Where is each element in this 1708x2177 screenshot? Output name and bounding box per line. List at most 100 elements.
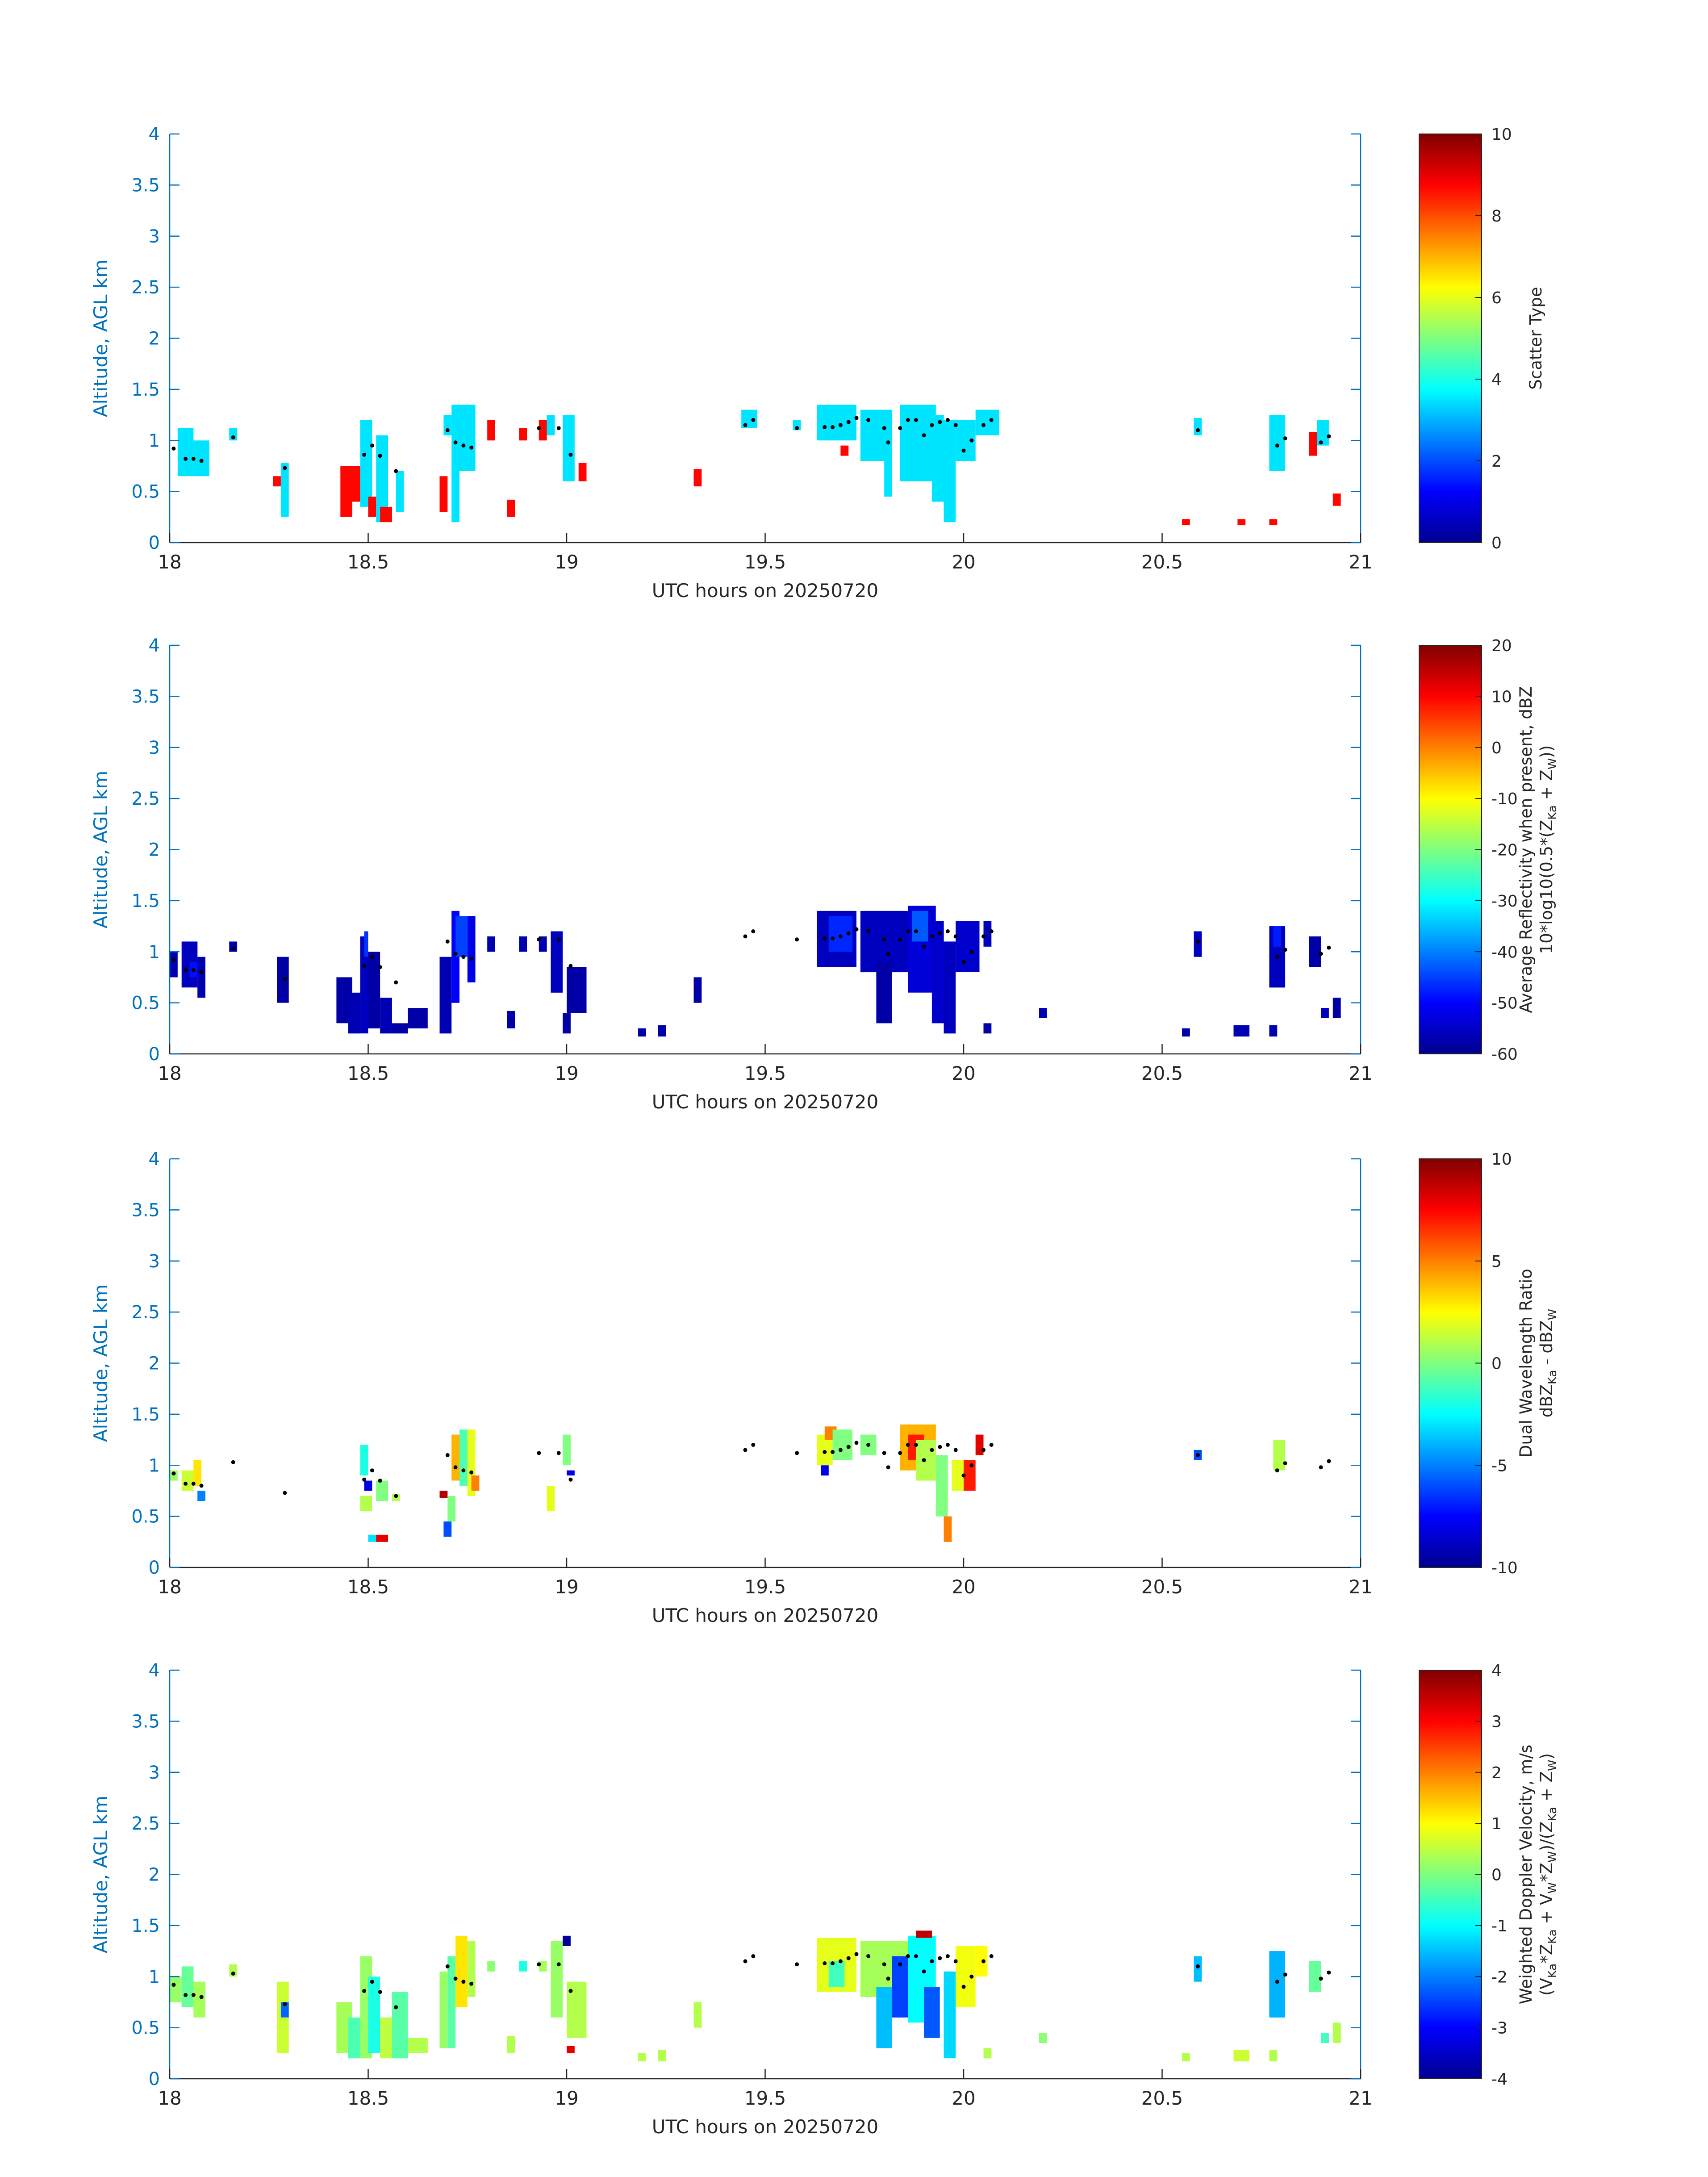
data-cell [280,463,289,517]
cloud-base-dot [922,1969,926,1974]
cloud-base-dot [445,428,450,432]
y-tick-label: 3 [149,1763,160,1783]
cloud-base-dot [1327,1970,1331,1975]
data-cell [368,1534,376,1542]
colorbar-tick-label: 0 [1491,1355,1502,1373]
data-cell [567,967,587,1013]
cloud-base-dot [568,1989,573,1993]
colorbar-gradient [1419,1158,1482,1568]
data-cell [1332,2022,1341,2043]
cloud-base-dot [930,1959,934,1964]
cloud-base-dot [199,970,204,974]
data-cell [956,921,980,972]
cloud-base-dot [831,1450,835,1454]
x-tick-label: 19.5 [744,1576,786,1598]
colorbar-tick-label: 4 [1491,371,1502,389]
cloud-base-dot [461,1468,466,1473]
y-tick-label: 2.5 [131,277,160,298]
data-cell [944,1971,956,2059]
data-cell [368,1976,380,2053]
cloud-base-dot [1283,1461,1287,1466]
cloud-base-dot [823,425,827,429]
cloud-base-dot [961,1985,966,1989]
cloud-base-dot [445,1964,450,1968]
data-cell [1269,2050,1278,2062]
cloud-base-dot [283,1491,287,1495]
cloud-base-dot [882,1451,886,1455]
data-cell [539,1961,547,1972]
y-tick-label: 1 [149,430,160,451]
cloud-base-dot [556,426,561,430]
data-cell [277,1981,289,2053]
cloud-base-dot [898,1962,902,1967]
x-tick-label: 20.5 [1141,551,1183,573]
cloud-base-dot [743,1959,748,1964]
x-tick-label: 18 [158,551,181,573]
x-tick-label: 20.5 [1141,1062,1183,1084]
x-tick-label: 21 [1349,1062,1372,1084]
cloud-base-dot [378,1479,382,1483]
data-cell [944,420,956,522]
data-cell [1309,432,1317,456]
cloud-base-dot [953,934,958,939]
cloud-base-dot [922,944,926,949]
cloud-base-dot [453,1976,458,1981]
cloud-base-dot [846,1956,851,1960]
x-tick-label: 21 [1349,1576,1372,1598]
colorbar-tick-label: 0 [1491,1866,1502,1885]
data-cell [368,952,380,1028]
cloud-base-dot [969,1463,974,1467]
data-cell [229,941,238,952]
data-cell [563,1935,571,1946]
cloud-base-dot [886,1465,890,1470]
colorbar: -60 -50 -40 -30 -20 -10 0 10 20 Average Reflectiv… [1419,637,1559,1064]
cloud-base-dot [989,929,994,933]
cloud-base-dot [469,445,474,450]
x-tick-label: 18 [158,2087,181,2109]
colorbar-tick-label: -10 [1491,790,1518,808]
x-tick-label: 18 [158,1576,181,1598]
x-axis-label: UTC hours on 20250720 [652,2116,879,2138]
cloud-base-dot [283,977,287,982]
y-tick-label: 0.5 [131,482,160,502]
cloud-base-dot [1275,1468,1279,1473]
cloud-base-dot [231,1971,235,1976]
y-axis-label: Altitude, AGL km [90,771,112,928]
data-cell [380,998,392,1034]
colorbar-label: 10*log10(0.5*(ZKa​ + ZW​)) [1537,745,1559,954]
cloud-base-dot [866,1954,871,1958]
x-tick-label: 18.5 [347,2087,389,2109]
cloud-base-dot [981,934,986,939]
cloud-base-dot [795,937,799,942]
data-cell [551,1941,563,2018]
cloud-base-dot [370,443,374,448]
data-cell [439,957,452,1034]
data-cell [1269,1025,1278,1037]
data-cell [547,1486,555,1512]
x-tick-label: 19 [555,1576,578,1598]
x-tick-label: 19 [555,2087,578,2109]
data-cell [519,428,527,441]
cloud-base-dot [1196,428,1200,432]
cloud-base-dot [961,448,966,453]
data-cell [1237,519,1246,526]
cloud-base-dot [981,1959,986,1964]
cloud-base-dot [854,416,859,420]
y-tick-label: 2.5 [131,1813,160,1834]
cloud-base-dot [1275,955,1279,959]
cloud-base-dot [231,1460,235,1464]
data-cell [443,1521,452,1537]
cloud-base-dot [394,2005,398,2010]
colorbar-tick-label: 3 [1491,1713,1502,1731]
cloud-base-dot [906,1443,910,1447]
cloud-base-dot [191,456,196,461]
cloud-base-dot [989,1954,994,1958]
data-cell [567,2046,575,2053]
data-cell [380,506,392,522]
data-cell [821,1465,829,1476]
x-tick-label: 21 [1349,2087,1372,2109]
y-tick-label: 2.5 [131,789,160,809]
data-cell [193,1460,202,1486]
y-tick-label: 1.5 [131,1916,160,1936]
data-cell [273,476,281,487]
